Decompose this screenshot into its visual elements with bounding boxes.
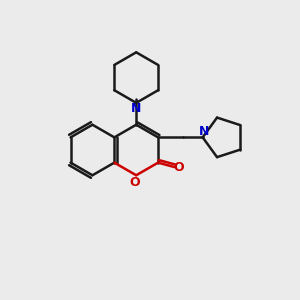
Text: O: O <box>174 160 184 174</box>
Text: N: N <box>198 125 209 138</box>
Text: N: N <box>131 102 141 115</box>
Text: O: O <box>129 176 140 189</box>
